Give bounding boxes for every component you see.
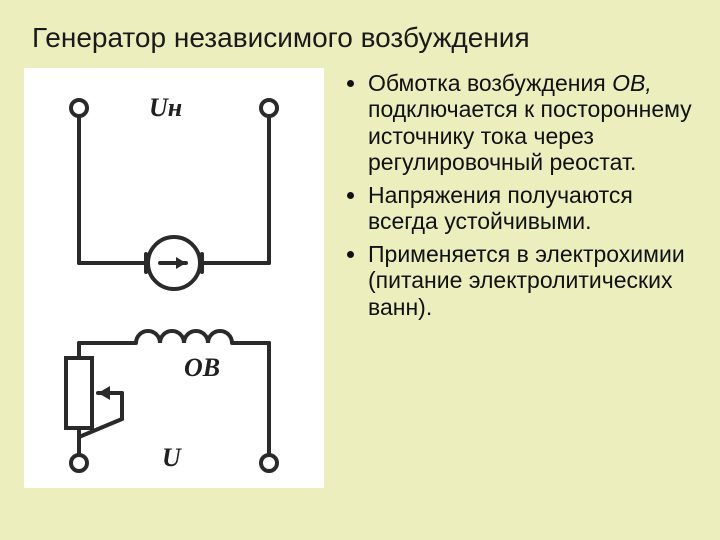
- content-row: Uн ОВ U Обмотка возбуждения ОВ, подключает…: [24, 68, 696, 488]
- svg-text:Uн: Uн: [149, 93, 182, 122]
- bullet-text: подключается к постороннему источнику то…: [368, 96, 692, 175]
- bullet-text: Обмотка возбуждения: [368, 70, 612, 96]
- bullet-list: Обмотка возбуждения ОВ, подключается к п…: [342, 68, 696, 326]
- bullet-ul: Обмотка возбуждения ОВ, подключается к п…: [342, 70, 696, 320]
- bullet-item: Напряжения получаются всегда устойчивыми…: [368, 182, 696, 235]
- bullet-italic: ОВ,: [612, 70, 652, 96]
- svg-text:U: U: [162, 443, 182, 472]
- circuit-svg: Uн ОВ U: [24, 68, 324, 488]
- svg-text:ОВ: ОВ: [184, 353, 220, 382]
- bullet-item: Применяется в электрохимии (питание элек…: [368, 241, 696, 320]
- slide-title: Генератор независимого возбуждения: [32, 22, 696, 54]
- circuit-diagram: Uн ОВ U: [24, 68, 324, 488]
- bullet-item: Обмотка возбуждения ОВ, подключается к п…: [368, 70, 696, 176]
- slide-root: Генератор независимого возбуждения UнОВU…: [0, 0, 720, 540]
- bullet-text: Применяется в электрохимии (питание элек…: [368, 241, 685, 320]
- bullet-text: Напряжения получаются всегда устойчивыми…: [368, 182, 633, 234]
